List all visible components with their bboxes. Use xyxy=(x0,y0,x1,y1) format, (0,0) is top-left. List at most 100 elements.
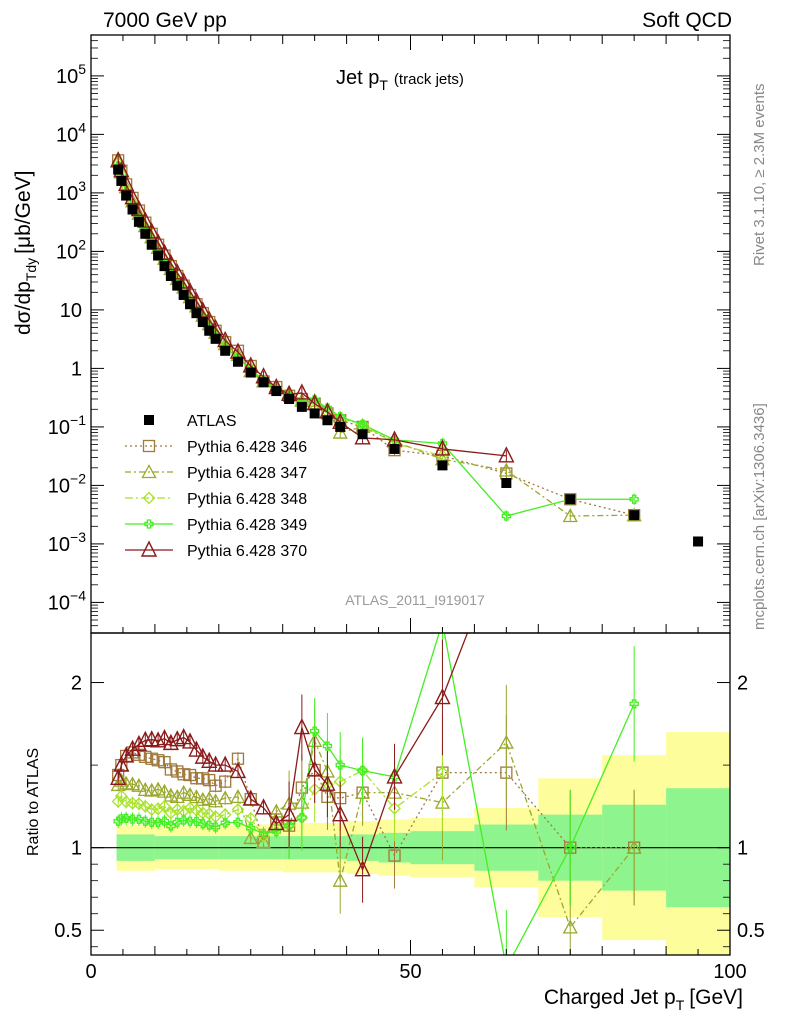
ratio-ytick-label-2: 2 xyxy=(71,673,82,695)
main-ytick-label-4: 1 xyxy=(71,358,82,380)
data-point-6 xyxy=(146,239,157,250)
data-point-2 xyxy=(121,190,132,201)
data-point-28 xyxy=(389,443,400,454)
ratio-series-2-point-9 xyxy=(164,806,178,820)
ratio-series-4-point-10 xyxy=(169,730,186,747)
ratio-series-1-point-13 xyxy=(188,789,205,804)
main-ytick-base-6: 10 xyxy=(56,241,78,263)
ratio-series-4-point-25 xyxy=(319,774,336,791)
header-right: Soft QCD xyxy=(642,9,732,32)
data-point-12 xyxy=(185,299,196,310)
ratio-series-3-point-19 xyxy=(246,823,256,833)
ratio-series-3-point-13 xyxy=(191,816,202,827)
ratio-series-3-point-26 xyxy=(335,760,345,770)
main-ylabel-text: dσ/dp xyxy=(12,281,35,335)
x-tick-label-0: 0 xyxy=(85,961,96,983)
ratio-series-1-point-3 xyxy=(124,776,141,791)
data-point-9 xyxy=(165,270,176,281)
main-ytick-label-9: 105 xyxy=(56,61,86,88)
data-point-3 xyxy=(127,204,138,215)
main-plot-area xyxy=(110,151,704,547)
legend-marker-0 xyxy=(144,415,154,425)
ratio-series-4-point-23 xyxy=(293,718,311,735)
ratio-series-2-point-5 xyxy=(138,799,152,813)
ratio-series-4-point-21 xyxy=(268,813,285,831)
ratio-series-4-point-19 xyxy=(242,789,259,806)
main-ytick-sup-8: 4 xyxy=(78,119,86,135)
main-ytick-base-3: 10 xyxy=(48,417,70,439)
ratio-series-1-point-30 xyxy=(498,734,514,749)
ratio-series-2-point-12 xyxy=(183,801,197,815)
ratio-series-3-point-2 xyxy=(121,813,131,823)
main-ytick-label-7: 103 xyxy=(56,178,86,205)
data-point-26 xyxy=(335,421,346,432)
data-point-31 xyxy=(565,494,576,505)
ratio-series-1-point-8 xyxy=(156,783,173,798)
ratio-series-4-point-24 xyxy=(306,760,323,777)
mcplots-label: mcplots.cern.ch [arXiv:1306.3436] xyxy=(751,403,768,630)
ratio-series-3-point-6 xyxy=(147,817,157,827)
ratio-series-3-point-8 xyxy=(159,816,170,826)
ratio-series-4-point-20 xyxy=(255,798,272,815)
ratio-series-3-point-4 xyxy=(134,814,144,824)
ratio-series-4-point-22 xyxy=(280,805,298,822)
main-ytick-sup-3: −1 xyxy=(70,412,86,428)
series-3-point-29 xyxy=(437,438,448,449)
ratio-series-3-point-15 xyxy=(204,820,214,830)
ratio-series-line-1 xyxy=(117,738,635,929)
series-2 xyxy=(111,156,449,463)
legend-marker-1 xyxy=(142,439,156,453)
ratio-series-0-point-8 xyxy=(158,756,171,769)
ratio-series-2-point-7 xyxy=(151,802,165,816)
ratio-ytick-label-right-2: 2 xyxy=(737,673,748,695)
series-4-point-30 xyxy=(498,446,515,463)
data-point-14 xyxy=(197,317,208,328)
plot-title-sub: T xyxy=(379,77,388,93)
ratio-series-3-point-22 xyxy=(284,821,294,831)
plot-title-main: Jet p xyxy=(336,67,379,89)
data-point-17 xyxy=(220,345,231,356)
x-tick-label-2: 100 xyxy=(713,961,746,983)
ratio-series-4-point-11 xyxy=(175,728,192,745)
data-point-0 xyxy=(113,164,124,175)
main-ytick-sup-1: −3 xyxy=(70,529,86,545)
ratio-series-2-point-8 xyxy=(158,799,171,813)
ratio-series-0-point-12 xyxy=(183,768,197,782)
header-left: 7000 GeV pp xyxy=(103,9,227,32)
main-ytick-base-4: 1 xyxy=(71,358,82,380)
legend-marker-4 xyxy=(144,519,154,529)
ratio-series-2-point-4 xyxy=(132,797,146,811)
x-axis-label-unit: [GeV] xyxy=(689,986,743,1009)
legend-marker-2 xyxy=(141,464,157,479)
ratio-series-0-point-13 xyxy=(190,772,203,785)
data-point-19 xyxy=(245,367,256,378)
data-point-25 xyxy=(322,415,333,426)
series-3-point-30 xyxy=(501,511,511,521)
main-ytick-sup-6: 2 xyxy=(78,236,86,252)
main-ytick-label-8: 104 xyxy=(56,119,86,146)
ratio-series-4-point-29 xyxy=(434,687,451,705)
ratio-series-line-2 xyxy=(117,769,443,838)
ratio-series-3-point-0 xyxy=(113,816,123,826)
ratio-series-1-point-7 xyxy=(150,781,166,796)
series-line-1 xyxy=(117,161,635,517)
data-point-7 xyxy=(153,250,164,261)
ratio-series-4-point-4 xyxy=(130,734,148,752)
data-point-16 xyxy=(210,333,221,344)
ratio-series-4-point-9 xyxy=(162,733,180,751)
ratio-series-4-point-30 xyxy=(499,524,513,538)
ratio-series-4-point-15 xyxy=(201,751,218,769)
main-ytick-label-0: 10−4 xyxy=(48,587,86,614)
ratio-series-3-point-17 xyxy=(220,818,230,828)
x-axis-label: Charged Jet pT [GeV] xyxy=(544,986,743,1013)
ratio-series-0-point-14 xyxy=(196,772,209,785)
data-point-8 xyxy=(159,261,170,272)
ratio-series-0-point-5 xyxy=(139,750,152,763)
ratio-series-3-point-5 xyxy=(140,816,150,826)
ratio-series-3-point-31 xyxy=(565,843,575,853)
ratio-series-4-point-26 xyxy=(332,805,349,822)
ratio-series-1-point-20 xyxy=(255,834,272,849)
data-point-27 xyxy=(357,429,368,440)
ratio-series-3-point-16 xyxy=(210,822,221,832)
ratio-ytick-label-0: 0.5 xyxy=(54,920,82,942)
